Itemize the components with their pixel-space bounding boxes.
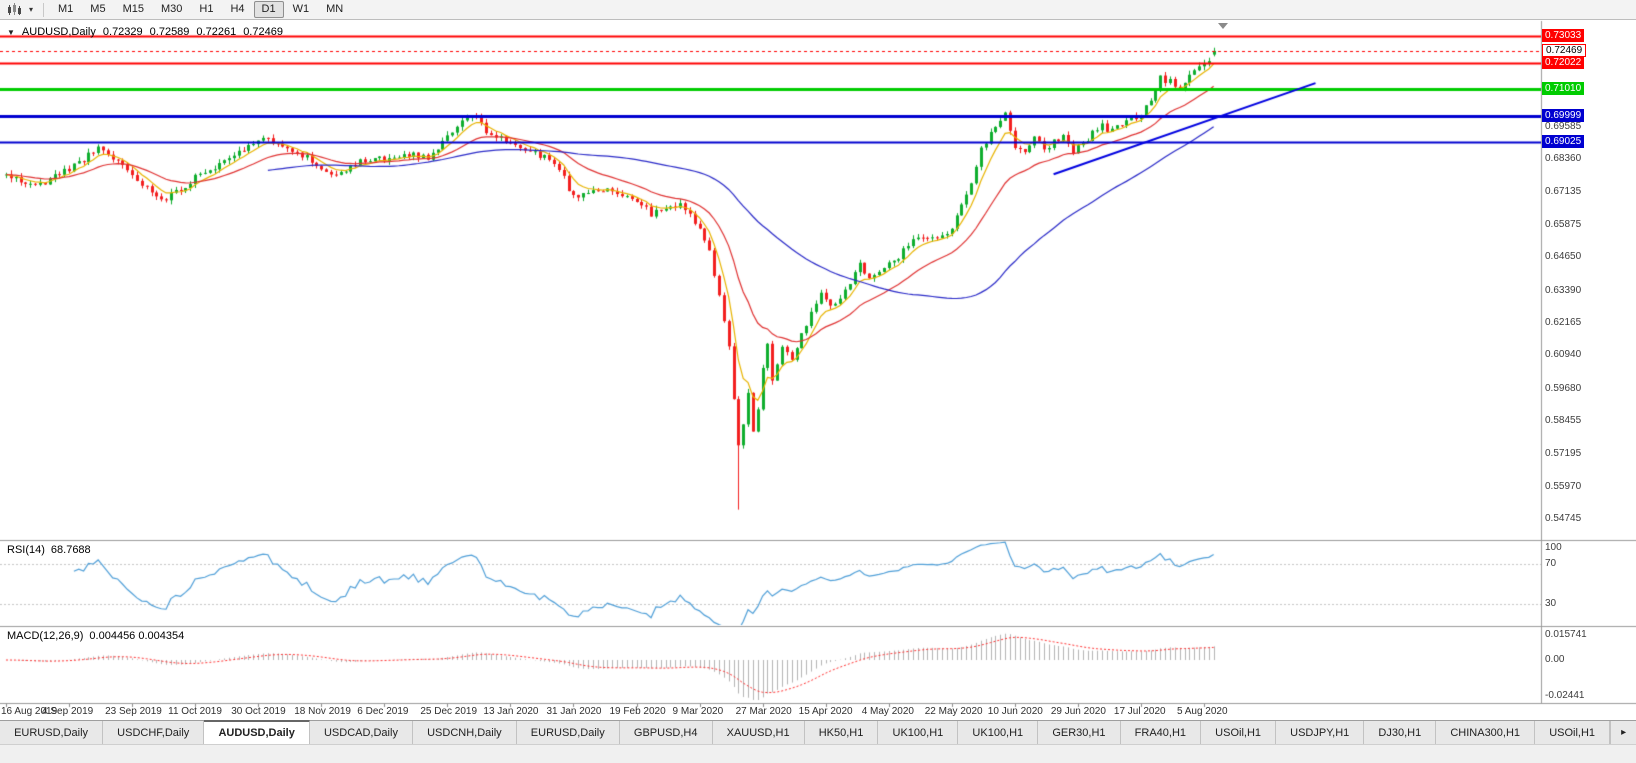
chart-tab-dj30-h1[interactable]: DJ30,H1 (1364, 721, 1437, 744)
rsi-axis-label: 100 (1545, 542, 1562, 553)
price-line-badge: 0.73033 (1542, 29, 1585, 42)
price-line-badge: 0.69999 (1542, 109, 1585, 123)
chart-tab-audusd-daily[interactable]: AUDUSD,Daily (204, 720, 310, 744)
date-axis-label: 31 Jan 2020 (546, 706, 602, 717)
macd-indicator-label: MACD(12,26,9) 0.004456 0.004354 (7, 630, 184, 642)
timeframe-button-mn[interactable]: MN (326, 3, 344, 15)
timeframe-button-m1[interactable]: M1 (58, 3, 74, 15)
date-axis-label: 15 Apr 2020 (798, 706, 853, 717)
date-axis-label: 29 Jun 2020 (1050, 706, 1106, 717)
chart-type-dropdown-icon[interactable]: ▾ (28, 5, 33, 14)
date-axis-label: 19 Feb 2020 (609, 706, 666, 717)
ohlc-high: 0.72589 (149, 26, 190, 38)
toolbar-separator (43, 2, 44, 17)
date-axis-label: 11 Oct 2019 (168, 706, 222, 717)
price-axis-tick: 0.55970 (1545, 480, 1582, 492)
top-toolbar: ▾ M1 M5 M15 M30 H1 H4 D1 W1 MN (0, 0, 1636, 20)
date-axis-label: 4 Sep 2019 (42, 706, 94, 717)
chart-tab-usdcnh-daily[interactable]: USDCNH,Daily (413, 721, 517, 744)
rsi-value: 68.7688 (50, 544, 91, 556)
timeframe-button-d1[interactable]: D1 (253, 1, 284, 18)
tab-scroll-right-button[interactable]: ▸ (1610, 721, 1636, 744)
timeframe-button-h1[interactable]: H1 (199, 3, 214, 15)
ohlc-open: 0.72329 (102, 26, 143, 38)
chart-tab-hk50-h1[interactable]: HK50,H1 (805, 721, 879, 744)
chart-tabs-bar: EURUSD,Daily USDCHF,Daily AUDUSD,Daily USDC… (0, 720, 1636, 744)
date-axis[interactable]: 16 Aug 2019 4 Sep 2019 23 Sep 2019 11 Oct 2… (0, 704, 1636, 720)
price-axis-tick: 0.62165 (1545, 317, 1582, 329)
chart-tab-ger30-h1[interactable]: GER30,H1 (1038, 721, 1121, 744)
date-axis-label: 27 Mar 2020 (735, 706, 792, 717)
date-axis-label: 16 Aug 2019 (1, 706, 58, 717)
ohlc-close: 0.72469 (243, 26, 283, 38)
price-axis-tick: 0.60940 (1545, 349, 1582, 361)
timeframe-button-h4[interactable]: H4 (230, 3, 245, 15)
symbol-dropdown-icon[interactable]: ▼ (7, 27, 15, 37)
date-axis-label: 13 Jan 2020 (483, 706, 539, 717)
chart-tab-fra40-h1[interactable]: FRA40,H1 (1121, 721, 1202, 744)
date-axis-label: 25 Dec 2019 (420, 706, 478, 717)
price-axis-tick: 0.54745 (1545, 512, 1582, 524)
date-axis-label: 17 Jul 2020 (1113, 706, 1166, 717)
price-line-badge: 0.71010 (1542, 82, 1585, 96)
price-axis-tick: 0.67135 (1545, 185, 1582, 197)
chart-shift-marker[interactable] (1218, 23, 1228, 29)
price-axis-tick: 0.57195 (1545, 448, 1582, 460)
chart-tab-china300-h1[interactable]: CHINA300,H1 (1436, 721, 1536, 744)
candlestick-glyph (8, 3, 21, 15)
price-line-badge: 0.72022 (1542, 55, 1585, 69)
date-axis-label: 30 Oct 2019 (231, 706, 286, 717)
price-axis-tick: 0.65875 (1545, 219, 1582, 231)
date-axis-label: 4 May 2020 (861, 706, 914, 717)
price-line-badge: 0.69025 (1542, 134, 1585, 148)
date-axis-label: 18 Nov 2019 (294, 706, 351, 717)
macd-name: MACD(12,26,9) (7, 630, 84, 642)
timeframe-toolbar: M1 M5 M15 M30 H1 H4 D1 W1 MN (50, 1, 351, 18)
ohlc-low: 0.72261 (196, 26, 237, 38)
price-axis-tick: 0.69585 (1545, 121, 1582, 133)
rsi-axis-label: 30 (1545, 598, 1557, 609)
timeframe-button-m15[interactable]: M15 (122, 3, 144, 15)
chart-tab-usdcad-daily[interactable]: USDCAD,Daily (310, 721, 414, 744)
chart-symbol-label: AUDUSD,Daily (21, 26, 96, 38)
rsi-axis-label: 70 (1545, 558, 1557, 569)
rsi-name: RSI(14) (7, 544, 45, 556)
price-axis-tick: 0.58455 (1545, 415, 1582, 426)
date-axis-label: 5 Aug 2020 (1176, 706, 1228, 717)
chart-tab-usdjpy-h1[interactable]: USDJPY,H1 (1276, 721, 1365, 744)
chart-tab-usoil-h1[interactable]: USOil,H1 (1201, 721, 1277, 744)
chart-tab-eurusd-daily[interactable]: EURUSD,Daily (0, 721, 104, 744)
chart-tab-gbpusd-h4[interactable]: GBPUSD,H4 (620, 721, 713, 744)
date-axis-label: 22 May 2020 (924, 706, 983, 717)
timeframe-button-m5[interactable]: M5 (90, 3, 106, 15)
timeframe-button-m30[interactable]: M30 (160, 3, 183, 15)
price-axis-tick: 0.59680 (1545, 382, 1582, 394)
timeframe-button-w1[interactable]: W1 (292, 3, 310, 15)
price-axis[interactable]: 0.69585 0.68360 0.67135 0.65875 0.64650 0.633… (1541, 21, 1636, 704)
chart-tab-uk100-h1[interactable]: UK100,H1 (958, 721, 1039, 744)
macd-axis-label: 0.00 (1545, 654, 1565, 665)
chart-tab-eurusd-daily[interactable]: EURUSD,Daily (517, 721, 620, 744)
date-axis-label: 23 Sep 2019 (105, 706, 162, 717)
chart-tab-usdchf-daily[interactable]: USDCHF,Daily (103, 721, 205, 744)
rsi-indicator-label: RSI(14) 68.7688 (7, 544, 91, 556)
date-axis-label: 10 Jun 2020 (987, 706, 1043, 717)
chart-tab-usoil-h1[interactable]: USOil,H1 (1535, 721, 1611, 744)
chart-tab-uk100-h1[interactable]: UK100,H1 (878, 721, 959, 744)
price-axis-tick: 0.63390 (1545, 284, 1582, 296)
macd-axis-label: 0.015741 (1545, 629, 1587, 640)
macd-values: 0.004456 0.004354 (89, 630, 185, 642)
price-axis-tick: 0.64650 (1545, 251, 1582, 263)
price-axis-tick: 0.68360 (1545, 153, 1582, 165)
date-axis-label: 6 Dec 2019 (357, 706, 409, 717)
status-bar (0, 744, 1636, 763)
chart-type-icon[interactable] (4, 2, 24, 18)
chart-tab-xauusd-h1[interactable]: XAUUSD,H1 (713, 721, 805, 744)
macd-axis-label: -0.02441 (1545, 690, 1585, 701)
date-axis-label: 9 Mar 2020 (672, 706, 724, 717)
chart-ohlc-title: ▼ AUDUSD,Daily 0.72329 0.72589 0.72261 0… (7, 26, 283, 38)
